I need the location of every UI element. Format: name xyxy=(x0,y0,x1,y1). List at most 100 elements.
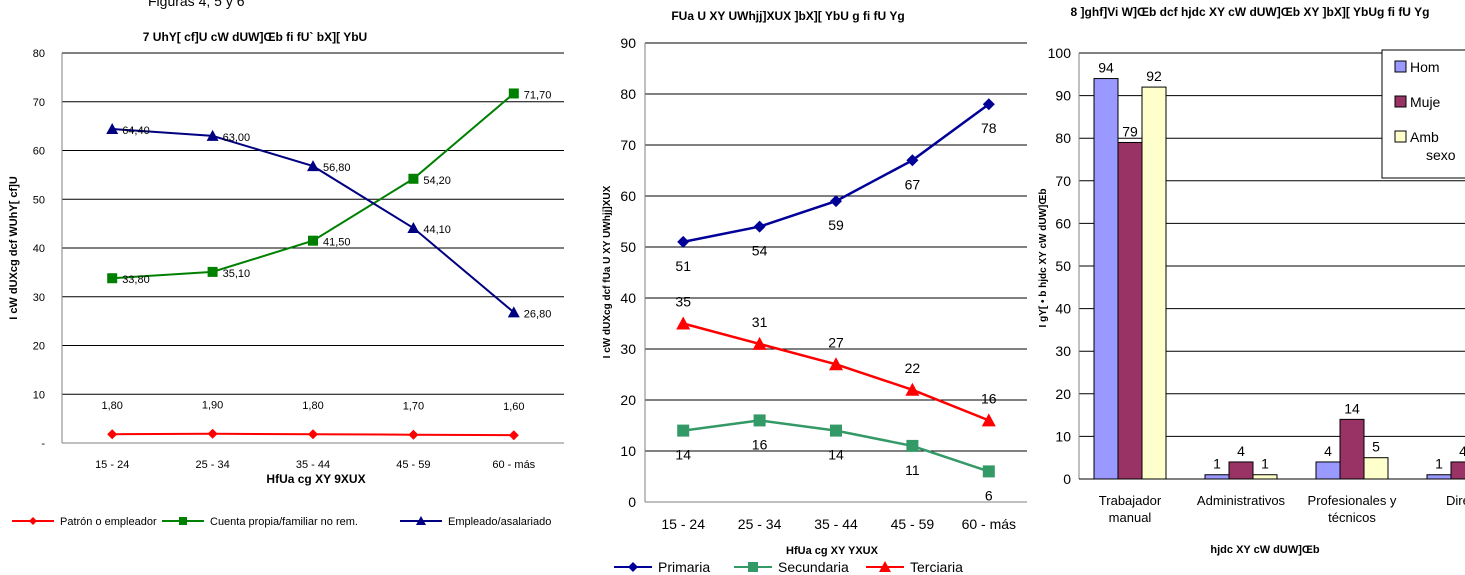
y-tick-label: 40 xyxy=(33,243,45,255)
legend-label: Empleado/asalariado xyxy=(448,516,551,528)
legend-swatch xyxy=(1395,96,1406,107)
data-label: 78 xyxy=(981,120,997,136)
data-label: 1,80 xyxy=(302,400,323,412)
chart-rama-actividad: FUa U XY UWhjj]XUX ]bX] [ YbU g fi fU Yg… xyxy=(602,9,1027,575)
legend-label: Patrón o empleador xyxy=(60,516,157,528)
data-label: 5 xyxy=(1372,439,1380,455)
data-label: 51 xyxy=(675,258,691,274)
bar xyxy=(1316,462,1340,479)
data-point xyxy=(408,430,418,440)
data-point xyxy=(308,236,318,246)
y-tick-label: 10 xyxy=(1055,428,1071,444)
legend-label: Muje xyxy=(1410,94,1441,110)
data-point xyxy=(509,430,519,440)
data-label: 4 xyxy=(1459,443,1465,459)
data-point xyxy=(408,174,418,184)
y-tick-label: - xyxy=(41,438,45,450)
data-label: 63,00 xyxy=(223,132,251,144)
x-tick-label: 25 - 34 xyxy=(195,459,229,471)
y-axis-label: I cW dUXcg dcf fUa U XY UWhjj]XUX xyxy=(602,185,613,358)
x-tick-label: 35 - 44 xyxy=(296,459,330,471)
data-label: 14 xyxy=(1344,400,1360,416)
x-tick-label: 35 - 44 xyxy=(814,516,858,532)
y-tick-label: 20 xyxy=(33,341,45,353)
bar xyxy=(1427,475,1451,479)
bar xyxy=(1364,458,1388,479)
figure-caption: Figuras 4, 5 y 6 xyxy=(148,0,245,9)
x-axis-label: HfUa cg XY YXUX xyxy=(786,545,879,557)
x-tick-label: 60 - más xyxy=(962,516,1016,532)
y-tick-label: 10 xyxy=(33,389,45,401)
legend-marker xyxy=(29,517,37,525)
y-tick-label: 90 xyxy=(620,35,636,51)
data-label: 11 xyxy=(905,462,920,478)
x-tick-label: Trabajador manual xyxy=(1099,493,1162,525)
bar xyxy=(1142,87,1166,479)
data-label: 31 xyxy=(752,314,768,330)
legend-swatch xyxy=(1395,61,1406,72)
series-line xyxy=(112,129,514,312)
data-label: 4 xyxy=(1324,443,1332,459)
data-label: 16 xyxy=(752,436,768,452)
data-point xyxy=(107,273,117,283)
legend-label: Terciaria xyxy=(910,559,963,575)
y-tick-label: 40 xyxy=(1055,301,1071,317)
y-tick-label: 50 xyxy=(33,194,45,206)
x-tick-label: 15 - 24 xyxy=(661,516,705,532)
data-label: 41,50 xyxy=(323,237,351,249)
x-tick-label: Profesionales y técnicos xyxy=(1308,493,1397,525)
data-label: 1 xyxy=(1261,456,1269,472)
data-label: 22 xyxy=(905,360,921,376)
data-point xyxy=(830,195,842,207)
data-label: 67 xyxy=(905,176,921,192)
y-tick-label: 80 xyxy=(1055,130,1071,146)
x-axis-label: HfUa cg XY 9XUX xyxy=(266,472,365,486)
chart-title: 7 UhY[ cf]U cW dUW]Œb fi fU` bX] [ YbU xyxy=(143,30,367,44)
x-tick-label: Direct xyxy=(1446,493,1465,508)
x-tick-label: 25 - 34 xyxy=(738,516,782,532)
data-point xyxy=(208,429,218,439)
y-tick-label: 80 xyxy=(620,86,636,102)
data-point xyxy=(830,425,842,437)
legend-marker xyxy=(179,517,187,525)
chart-title: FUa U XY UWhjj]XUX ]bX] [ YbU g fi fU Yg xyxy=(671,9,904,23)
data-label: 44,10 xyxy=(423,224,451,236)
legend-label: Cuenta propia/familiar no rem. xyxy=(210,516,358,528)
data-point xyxy=(982,413,996,426)
data-label: 1 xyxy=(1213,456,1221,472)
legend-swatch xyxy=(1395,131,1406,142)
data-label: 35 xyxy=(675,294,691,310)
data-label: 64,40 xyxy=(122,125,150,137)
data-label: 54 xyxy=(752,243,768,259)
y-tick-label: 20 xyxy=(620,392,636,408)
series-line xyxy=(112,93,514,278)
data-label: 1,90 xyxy=(202,400,223,412)
y-tick-label: 0 xyxy=(1063,471,1071,487)
y-tick-label: 30 xyxy=(33,292,45,304)
y-tick-label: 80 xyxy=(33,48,45,60)
y-tick-label: 100 xyxy=(1048,45,1072,61)
x-tick-label: 60 - más xyxy=(492,459,535,471)
x-tick-label: 15 - 24 xyxy=(95,459,129,471)
chart-title: 8 ]ghf]Vi W]Œb dcf hjdc XY cW dUW]Œb XY … xyxy=(1071,5,1430,19)
y-tick-label: 60 xyxy=(1055,215,1071,231)
y-tick-label: 40 xyxy=(620,290,636,306)
y-tick-label: 0 xyxy=(628,494,636,510)
bar xyxy=(1340,419,1364,479)
data-label: 6 xyxy=(985,487,993,503)
y-tick-label: 70 xyxy=(1055,173,1071,189)
data-point xyxy=(107,429,117,439)
y-tick-label: 50 xyxy=(1055,258,1071,274)
data-label: 79 xyxy=(1122,123,1138,139)
y-tick-label: 60 xyxy=(620,188,636,204)
x-tick-label: Administrativos xyxy=(1197,493,1286,508)
data-point xyxy=(677,425,689,437)
chart-tipo-ocupacion: 8 ]ghf]Vi W]Œb dcf hjdc XY cW dUW]Œb XY … xyxy=(1038,5,1465,556)
bar xyxy=(1229,462,1253,479)
legend-marker xyxy=(628,562,638,572)
data-label: 1,80 xyxy=(101,400,122,412)
bar xyxy=(1451,462,1465,479)
y-tick-label: 70 xyxy=(33,97,45,109)
data-point xyxy=(676,317,690,330)
